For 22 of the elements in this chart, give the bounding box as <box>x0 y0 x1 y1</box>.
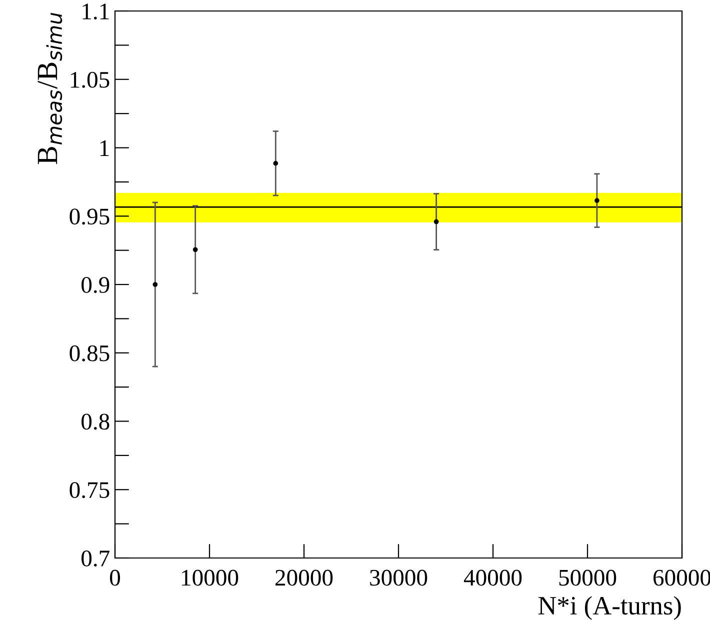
y-tick-label: 0.8 <box>82 414 110 430</box>
y-tick-label: 0.7 <box>82 550 110 567</box>
x-axis-title: N*i (A-turns) <box>538 596 681 620</box>
x-tick-label: 10000 <box>182 570 238 586</box>
y-tick-label: 1.1 <box>82 4 109 20</box>
x-tick-label: 50000 <box>559 570 616 586</box>
y-tick-label: 0.95 <box>70 208 110 225</box>
x-tick-label: 40000 <box>464 570 522 586</box>
x-tick-label: 30000 <box>370 570 428 586</box>
point <box>273 160 278 166</box>
x-tick-label: 0 <box>110 570 120 586</box>
point <box>434 219 439 224</box>
point <box>594 198 600 203</box>
y-tick-label: 1.05 <box>70 72 110 88</box>
y-tick-label: 0.9 <box>82 276 110 294</box>
y-axis-title: B$_{meas}$/B$_{simu}$ <box>38 12 62 164</box>
y-tick-label: 0.85 <box>70 345 110 362</box>
point <box>152 282 158 287</box>
y-tick-label: 0.75 <box>70 482 110 498</box>
y-tick-label: 1 <box>100 140 109 156</box>
point <box>192 247 198 252</box>
x-tick-label: 20000 <box>276 570 333 586</box>
